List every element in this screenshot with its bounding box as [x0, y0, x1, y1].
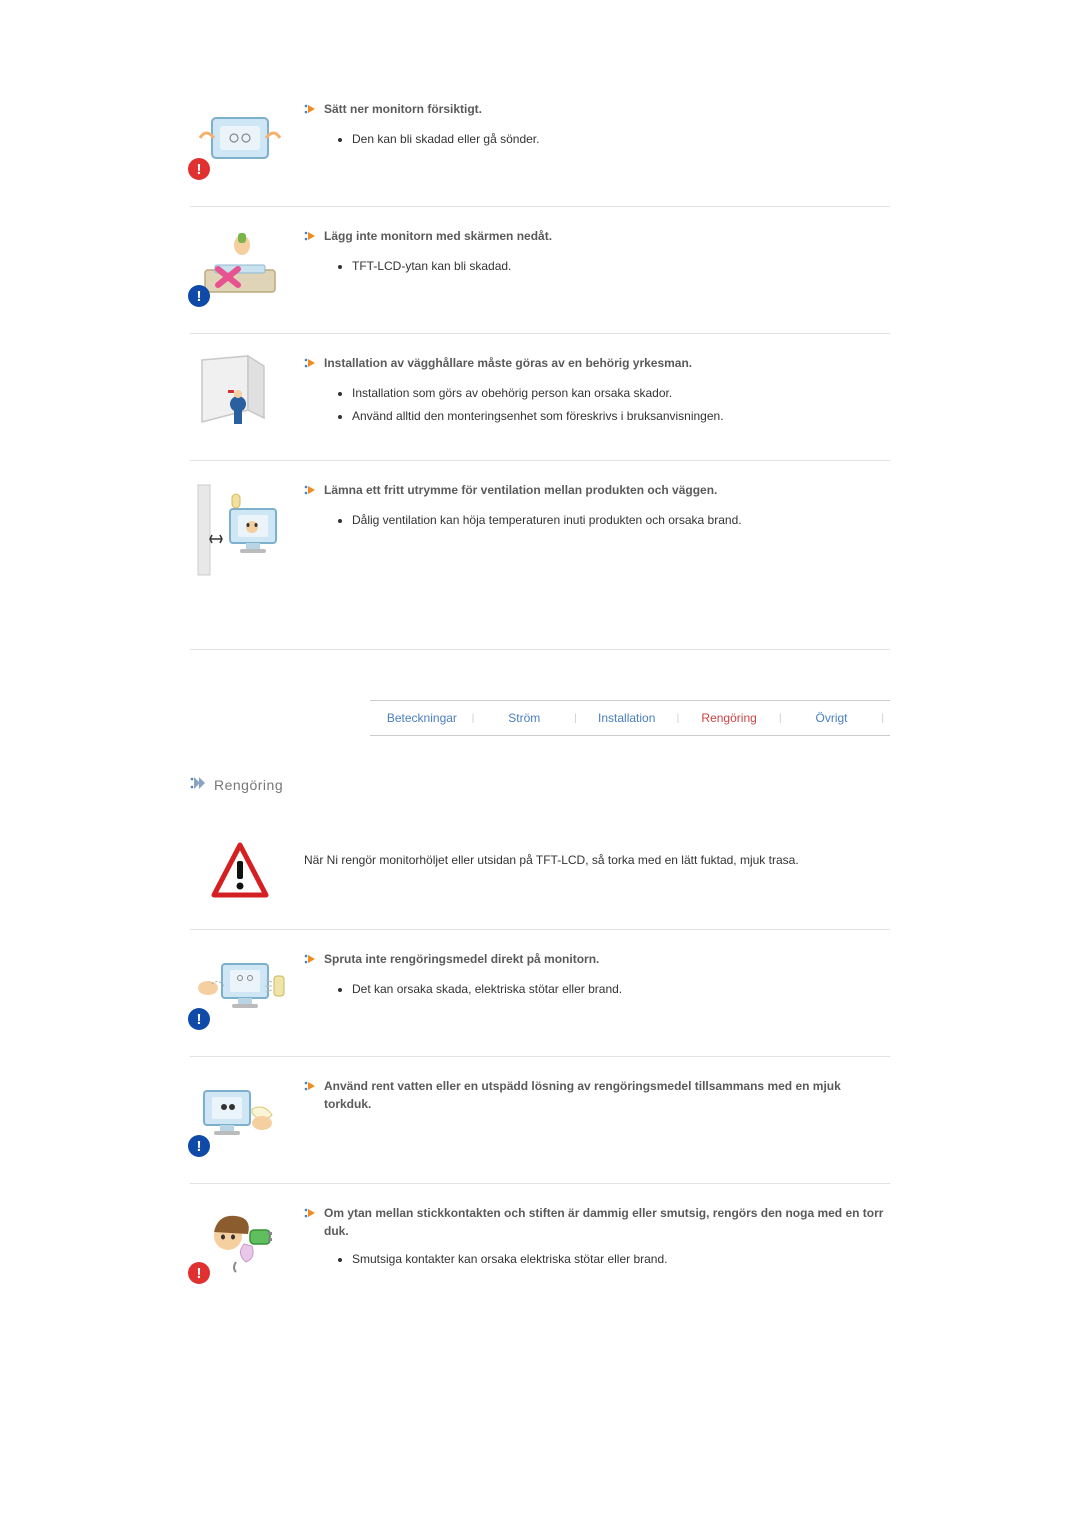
arrow-icon — [304, 356, 318, 374]
warning-bullet: Installation som görs av obehörig person… — [352, 384, 890, 403]
illustration-warning-triangle — [190, 841, 290, 901]
warning-wall-mount: Installation av vägghållare måste göras … — [190, 334, 890, 461]
arrow-icon — [304, 483, 318, 501]
nav-separator: | — [470, 713, 477, 724]
warning-put-down: ! Sätt ner monitorn försiktigt. Den kan … — [190, 80, 890, 207]
warning-ventilation: Lämna ett fritt utrymme för ventilation … — [190, 461, 890, 650]
cleaning-intro-block: När Ni rengör monitorhöljet eller utsida… — [190, 823, 890, 930]
cleaning-intro-text: När Ni rengör monitorhöljet eller utsida… — [304, 851, 890, 870]
arrow-icon — [304, 1206, 318, 1224]
arrow-icon — [304, 229, 318, 247]
warning-badge-icon: ! — [188, 1262, 210, 1284]
arrow-icon — [304, 102, 318, 120]
nav-strom[interactable]: Ström — [476, 711, 572, 725]
nav-installation[interactable]: Installation — [579, 711, 675, 725]
warning-title: Sätt ner monitorn försiktigt. — [324, 100, 482, 118]
section-title: Rengöring — [214, 777, 283, 793]
arrow-icon — [304, 1079, 318, 1097]
warning-no-spray: ! Spruta inte rengöringsmedel direkt på … — [190, 930, 890, 1057]
illustration-plug-dust: ! — [190, 1202, 290, 1282]
illustration-wall-mount — [190, 352, 290, 432]
illustration-ventilation — [190, 479, 290, 589]
warning-plug-dust: ! Om ytan mellan stickkontakten och stif… — [190, 1184, 890, 1310]
section-heading: Rengöring — [190, 776, 890, 793]
section-nav: Beteckningar | Ström | Installation | Re… — [190, 700, 890, 736]
nav-separator: | — [675, 713, 682, 724]
nav-ovrigt[interactable]: Övrigt — [784, 711, 880, 725]
info-badge-icon: ! — [188, 1008, 210, 1030]
warning-bullet: Dålig ventilation kan höja temperaturen … — [352, 511, 890, 530]
warning-bullet: Smutsiga kontakter kan orsaka elektriska… — [352, 1250, 890, 1269]
warning-title: Om ytan mellan stickkontakten och stifte… — [324, 1204, 890, 1240]
nav-separator: | — [572, 713, 579, 724]
warning-bullet: Använd alltid den monteringsenhet som fö… — [352, 407, 890, 426]
warning-title: Spruta inte rengöringsmedel direkt på mo… — [324, 950, 599, 968]
illustration-diluted: ! — [190, 1075, 290, 1155]
warning-no-face-down: ! Lägg inte monitorn med skärmen nedåt. … — [190, 207, 890, 334]
double-chevron-icon — [190, 776, 206, 793]
warning-title: Lägg inte monitorn med skärmen nedåt. — [324, 227, 552, 245]
illustration-no-face-down: ! — [190, 225, 290, 305]
warning-badge-icon: ! — [188, 158, 210, 180]
nav-rengoring[interactable]: Rengöring — [681, 711, 777, 725]
warning-title: Lämna ett fritt utrymme för ventilation … — [324, 481, 717, 499]
illustration-no-spray: ! — [190, 948, 290, 1028]
info-badge-icon: ! — [188, 285, 210, 307]
warning-title: Installation av vägghållare måste göras … — [324, 354, 692, 372]
warning-title: Använd rent vatten eller en utspädd lösn… — [324, 1077, 890, 1113]
warning-bullet: TFT-LCD-ytan kan bli skadad. — [352, 257, 890, 276]
nav-beteckningar[interactable]: Beteckningar — [374, 711, 470, 725]
nav-separator: | — [777, 713, 784, 724]
warning-bullet: Det kan orsaka skada, elektriska stötar … — [352, 980, 890, 999]
nav-separator: | — [879, 713, 886, 724]
warning-bullet: Den kan bli skadad eller gå sönder. — [352, 130, 890, 149]
info-badge-icon: ! — [188, 1135, 210, 1157]
illustration-put-down: ! — [190, 98, 290, 178]
arrow-icon — [304, 952, 318, 970]
warning-diluted: ! Använd rent vatten eller en utspädd lö… — [190, 1057, 890, 1184]
